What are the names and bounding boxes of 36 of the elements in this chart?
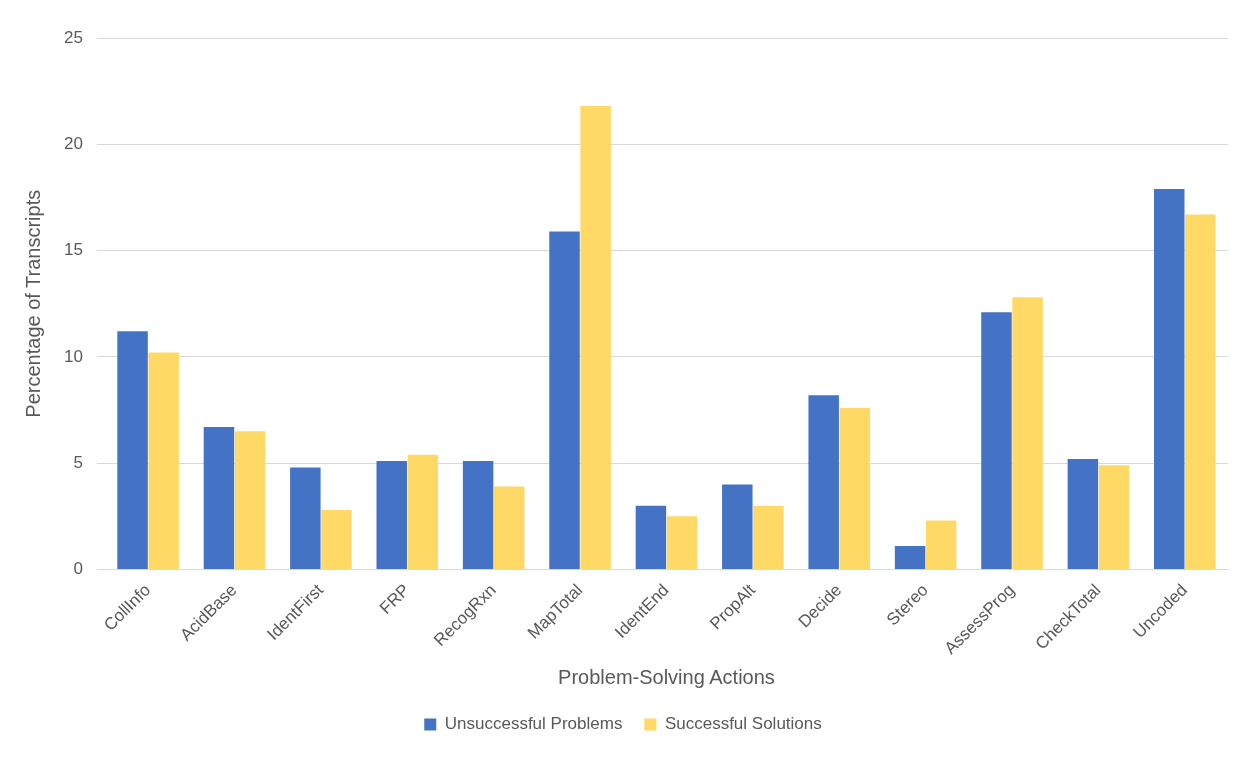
bar: [1154, 188, 1185, 569]
bar: [1067, 458, 1099, 569]
bar: [753, 505, 784, 569]
y-tick-label: 10: [63, 346, 83, 366]
bar: [580, 106, 611, 569]
y-axis-title: Percentage of Transcripts: [21, 189, 44, 418]
y-tick-label: 15: [63, 240, 83, 260]
bar: [925, 520, 957, 569]
y-tick-label: 25: [63, 27, 83, 47]
bar: [203, 427, 235, 569]
bar: [234, 431, 266, 569]
bar: [839, 407, 871, 569]
bar: [493, 486, 525, 569]
bar: [1012, 297, 1043, 569]
y-tick-label: 20: [63, 133, 83, 153]
bar: [722, 484, 753, 569]
bar: [462, 461, 494, 569]
bar: [808, 395, 839, 569]
bar: [117, 331, 148, 569]
bar: [666, 516, 698, 569]
bar: [1098, 465, 1130, 569]
bar: [290, 467, 321, 569]
bar: [407, 454, 439, 569]
bar: [1185, 214, 1216, 569]
y-tick-label: 0: [73, 559, 83, 579]
bar: [549, 231, 580, 569]
bar: [376, 461, 407, 569]
bar: [894, 546, 926, 569]
bar: [981, 312, 1012, 569]
y-tick-label: 5: [73, 452, 83, 472]
x-axis-title: Problem-Solving Actions: [558, 665, 775, 688]
legend-label: Unsuccessful Problems: [444, 714, 623, 734]
legend-label: Successful Solutions: [664, 714, 822, 734]
bar: [635, 505, 667, 569]
bar: [148, 352, 179, 569]
bar: [321, 509, 352, 569]
